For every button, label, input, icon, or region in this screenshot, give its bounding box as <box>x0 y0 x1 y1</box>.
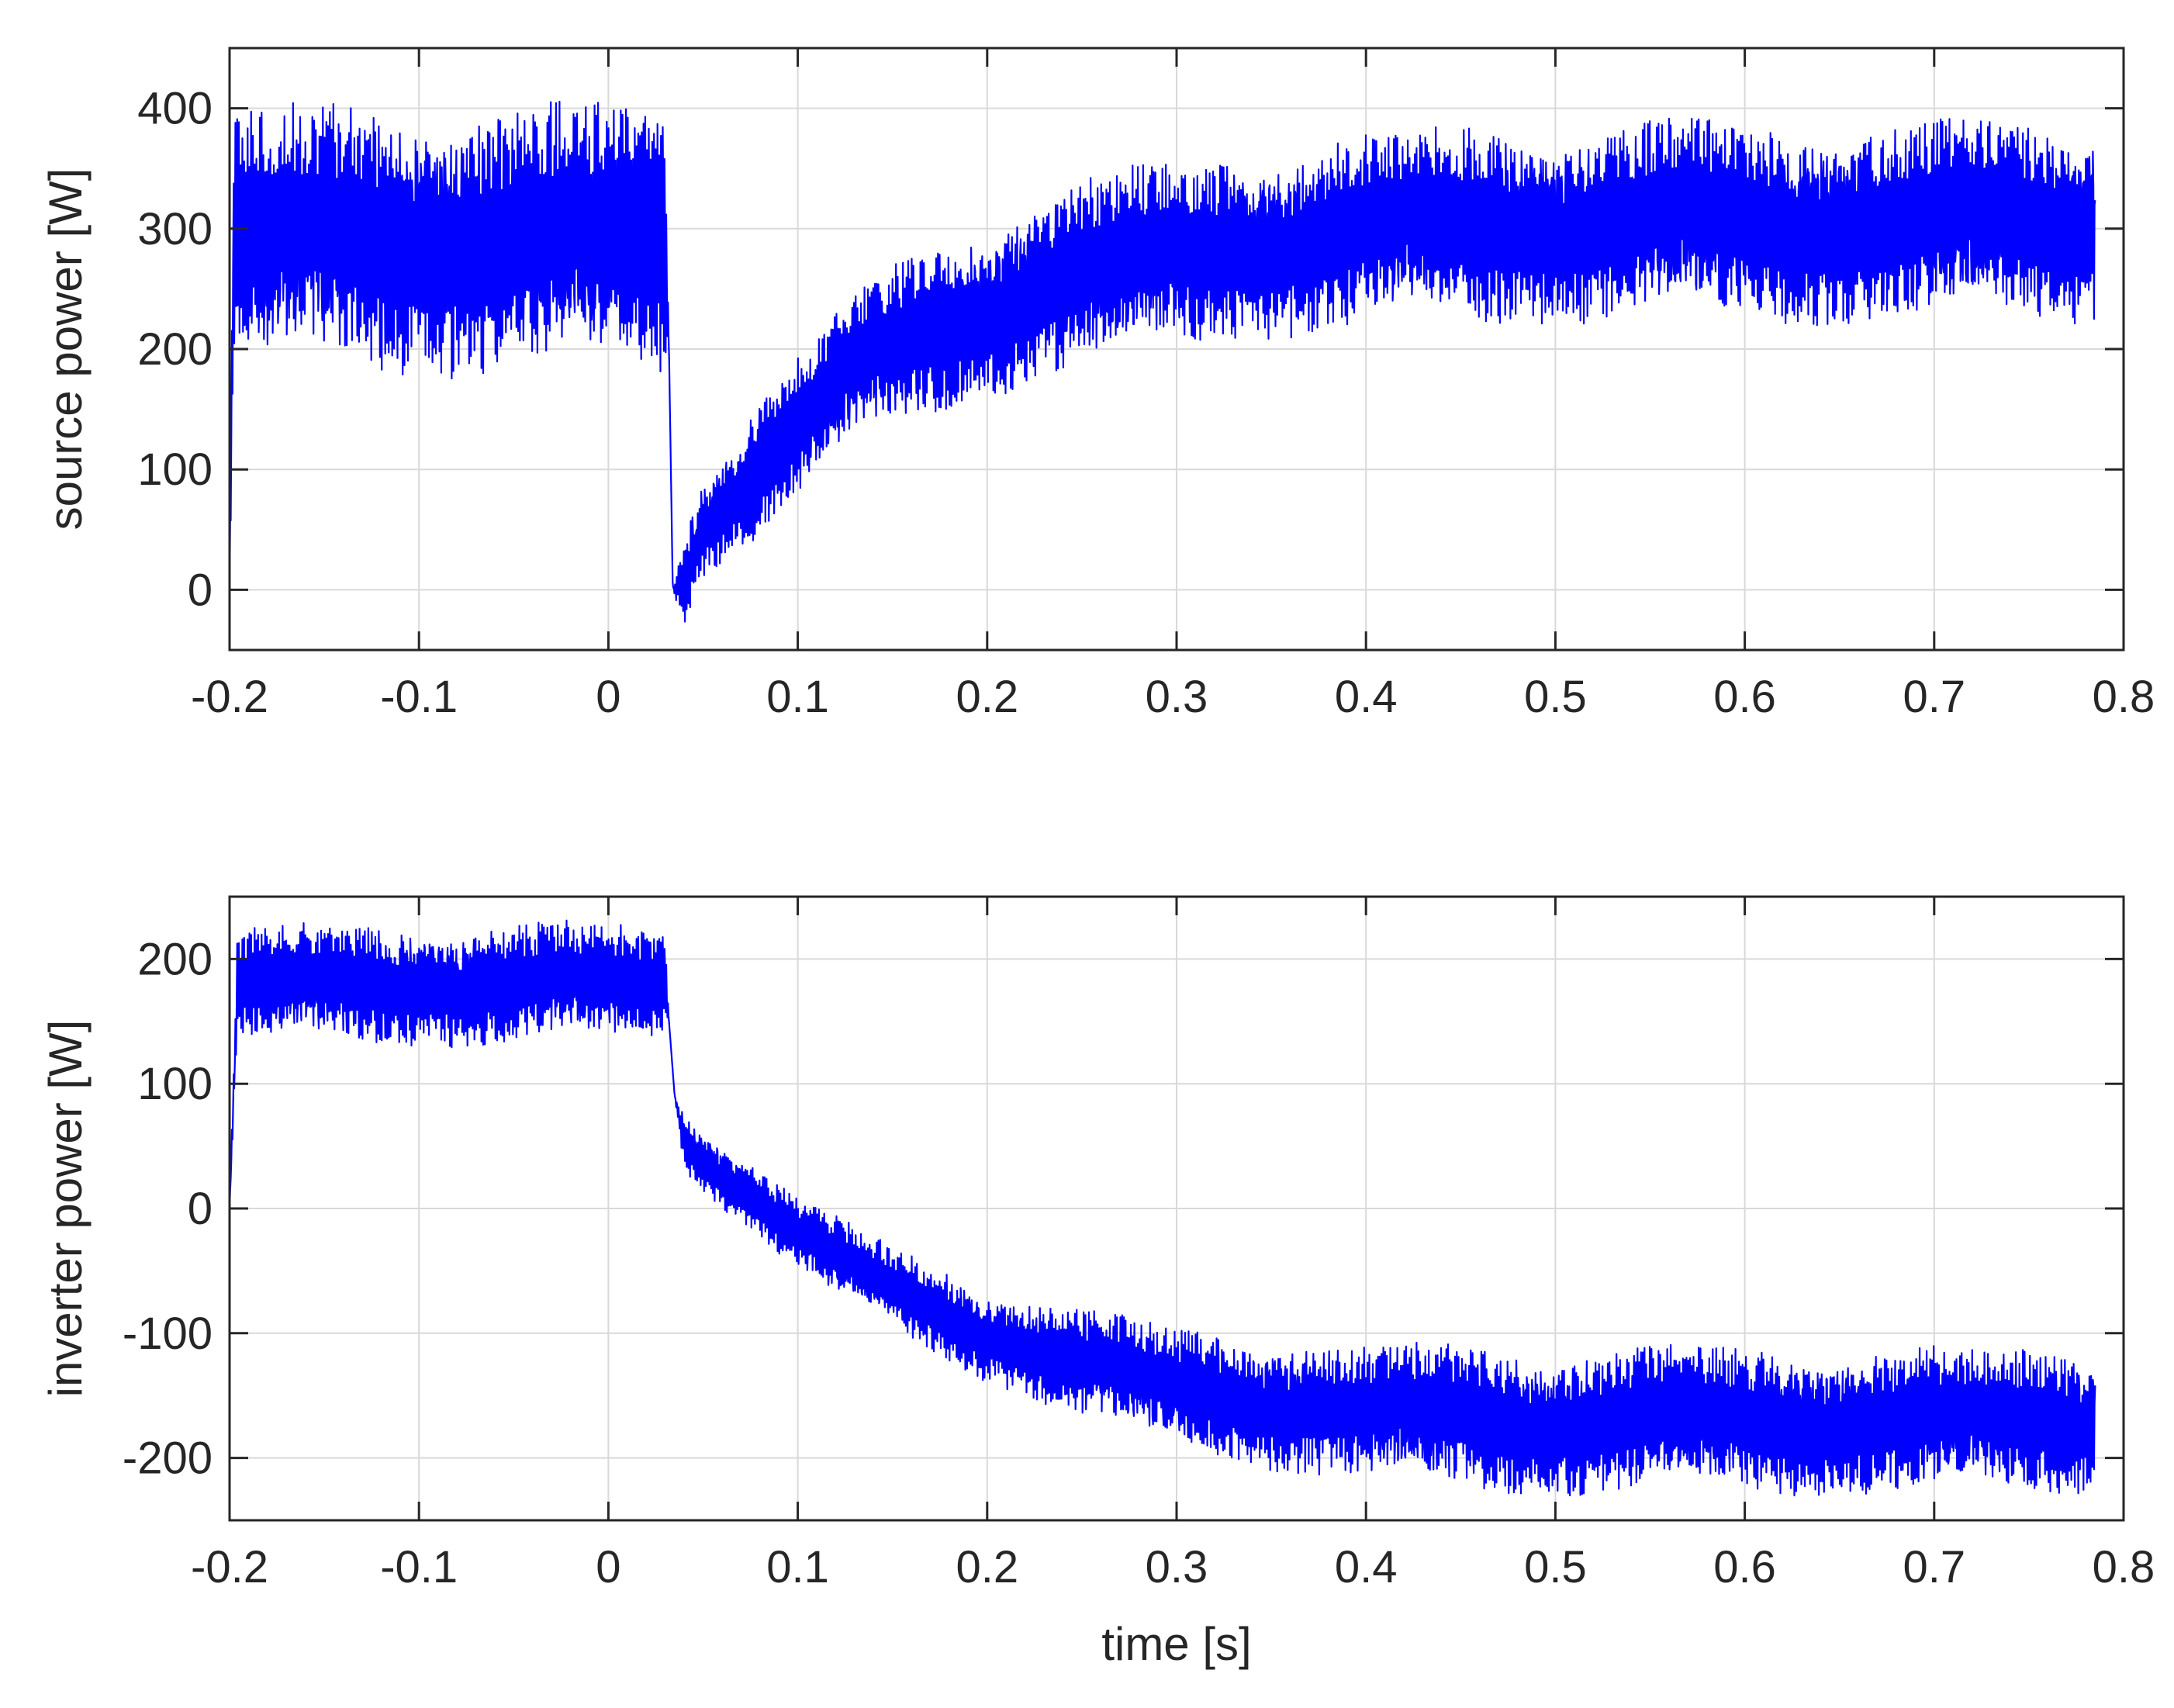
inverter-power-x-tick-label: 0 <box>596 1542 620 1592</box>
source-power-x-tick-label: 0.6 <box>1713 672 1776 722</box>
inverter-power-x-tick-label: -0.2 <box>191 1542 268 1592</box>
source-power-x-tick-label: -0.2 <box>191 672 268 722</box>
source-power-series-line <box>228 100 2096 623</box>
inverter-power-x-tick-label: 0.2 <box>956 1542 1018 1592</box>
source-power-x-tick-label: 0.3 <box>1146 672 1208 722</box>
inverter-power-x-tick-label: 0.5 <box>1524 1542 1587 1592</box>
inverter-power-x-tick-label: 0.4 <box>1335 1542 1398 1592</box>
source-power-x-tick-label: 0 <box>596 672 620 722</box>
inverter-power-x-tick-label: 0.7 <box>1903 1542 1965 1592</box>
inverter-power-y-tick-label: -100 <box>123 1309 213 1359</box>
inverter-power-x-tick-label: 0.1 <box>766 1542 829 1592</box>
source-power-y-tick-label: 100 <box>137 444 213 495</box>
inverter-power-x-tick-label: 0.3 <box>1146 1542 1208 1592</box>
inverter-power-series-line <box>228 919 2096 1497</box>
source-power-y-axis-label: source power [W] <box>40 168 92 531</box>
inverter-power-x-tick-label: -0.1 <box>380 1542 458 1592</box>
source-power-subplot: -0.2 -0.1 0 0.1 0.2 0.3 0.4 0.5 0.6 0.7 0.8 0 100 200… <box>40 47 2155 722</box>
inverter-power-x-axis-label: time [s] <box>1101 1618 1251 1670</box>
inverter-power-y-tick-label: -200 <box>123 1433 213 1484</box>
source-power-y-tick-label: 0 <box>188 565 213 615</box>
source-power-x-tick-label: 0.1 <box>766 672 829 722</box>
source-power-y-tick-label: 300 <box>137 204 213 254</box>
inverter-power-subplot: -0.2 -0.1 0 0.1 0.2 0.3 0.4 0.5 0.6 0.7 0.8 -200 -10… <box>40 895 2155 1670</box>
inverter-power-y-tick-label: 0 <box>188 1184 213 1234</box>
source-power-x-tick-label: 0.4 <box>1335 672 1398 722</box>
inverter-power-y-tick-label: 200 <box>137 934 213 984</box>
inverter-power-y-axis-label: inverter power [W] <box>40 1020 92 1398</box>
inverter-power-x-tick-label: 0.6 <box>1713 1542 1776 1592</box>
source-power-x-tick-label: -0.1 <box>380 672 458 722</box>
source-power-y-tick-label: 200 <box>137 324 213 375</box>
source-power-x-tick-label: 0.7 <box>1903 672 1965 722</box>
inverter-power-x-tick-label: 0.8 <box>2093 1542 2155 1592</box>
source-power-x-tick-label: 0.8 <box>2093 672 2155 722</box>
source-power-x-tick-label: 0.2 <box>956 672 1018 722</box>
inverter-power-y-tick-label: 100 <box>137 1059 213 1109</box>
source-power-x-tick-label: 0.5 <box>1524 672 1587 722</box>
source-power-y-tick-label: 400 <box>137 84 213 134</box>
